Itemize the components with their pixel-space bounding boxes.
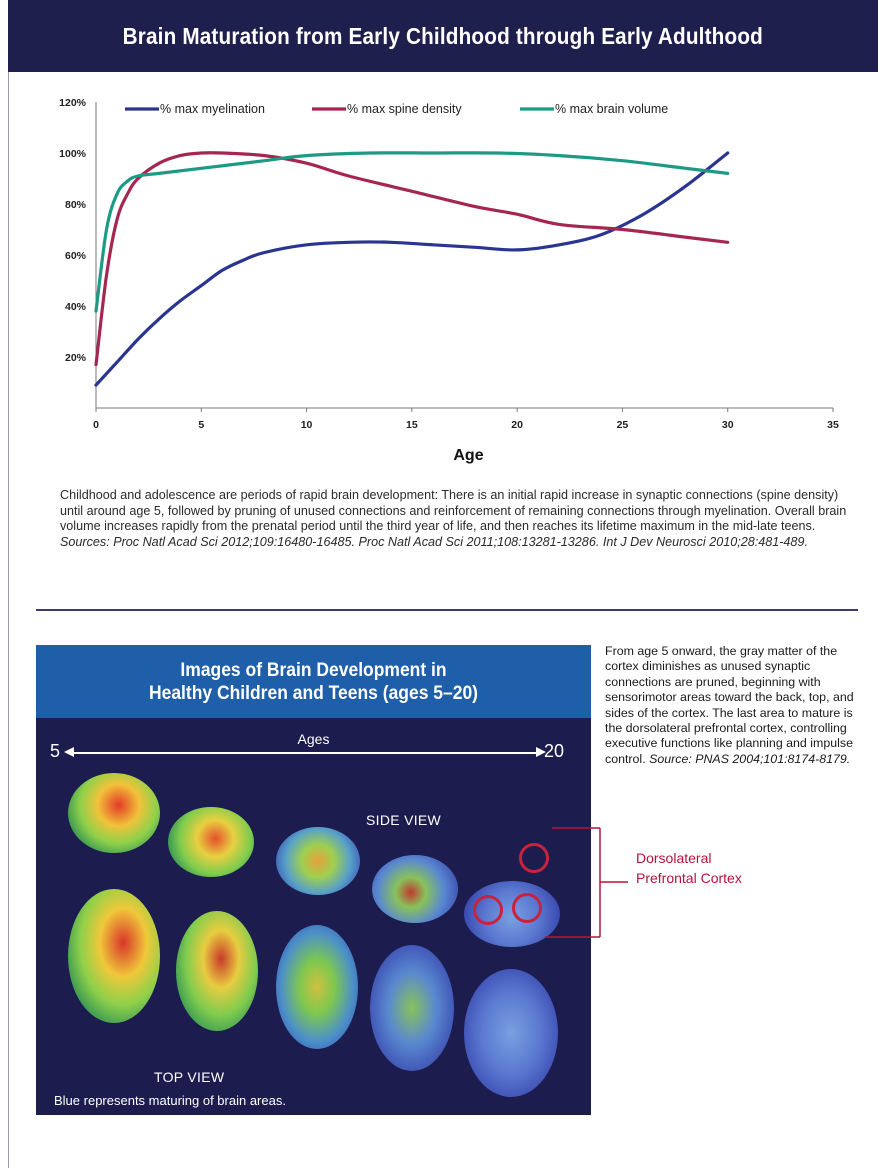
- page-frame: [8, 0, 879, 1168]
- series-line-pct-max-myelination: [94, 151, 730, 387]
- series-line-pct-max-spine-density: [94, 151, 730, 367]
- dlpfc-label: Dorsolateral Prefrontal Cortex: [636, 848, 742, 888]
- panel-title-line1: Images of Brain Development in: [180, 659, 447, 681]
- x-tick-label: 10: [301, 419, 313, 431]
- series-line-pct-max-brain-volume: [94, 151, 730, 313]
- brain-side-age-8: [168, 807, 254, 877]
- dlpfc-marker-side: [519, 843, 549, 873]
- caption-text: Childhood and adolescence are periods of…: [60, 488, 847, 534]
- brain-top-age-14: [370, 945, 454, 1071]
- panel-title-line2: Healthy Children and Teens (ages 5–20): [148, 682, 478, 704]
- x-tick-label: 25: [617, 419, 629, 431]
- x-tick-label: 35: [827, 419, 839, 431]
- age-start-label: 5: [50, 741, 61, 761]
- brain-side-age-14: [372, 855, 458, 923]
- panel-note: Blue represents maturing of brain areas.: [54, 1093, 286, 1108]
- caption-sources: Sources: Proc Natl Acad Sci 2012;109:164…: [60, 534, 808, 549]
- panel-title: Images of Brain Development in Healthy C…: [36, 645, 591, 718]
- age-end-label: 20: [544, 741, 565, 761]
- brain-side-age-5: [68, 773, 160, 853]
- dlpfc-marker-top-left: [473, 895, 503, 925]
- y-tick-label: 120%: [59, 97, 87, 109]
- x-tick-label: 5: [198, 419, 204, 431]
- legend-label-pct-max-spine-density: % max spine density: [347, 102, 462, 116]
- x-tick-label: 15: [406, 419, 418, 431]
- brain-top-age-5: [68, 889, 160, 1023]
- y-tick-label: 40%: [65, 301, 87, 313]
- x-axis-title: Age: [453, 447, 483, 464]
- brain-top-age-11: [276, 925, 358, 1049]
- brain-side-age-11: [276, 827, 360, 895]
- y-tick-label: 60%: [65, 250, 87, 262]
- section-divider: [36, 609, 858, 611]
- y-tick-label: 80%: [65, 199, 87, 211]
- line-chart: 0 5 10 15 20 25 30 35 20% 40% 60% 80% 100% 120% Age % m…: [59, 97, 839, 464]
- ages-label: Ages: [297, 731, 330, 747]
- side-description-text: From age 5 onward, the gray matter of th…: [605, 644, 854, 766]
- age-arrow: [64, 748, 546, 756]
- brain-top-age-8: [176, 911, 258, 1031]
- title-banner: Brain Maturation from Early Childhood th…: [8, 0, 878, 72]
- page-title: Brain Maturation from Early Childhood th…: [122, 22, 764, 49]
- side-view-label: SIDE VIEW: [366, 812, 442, 828]
- brain-top-age-20: [464, 969, 558, 1097]
- legend-label-pct-max-brain-volume: % max brain volume: [555, 102, 668, 116]
- dlpfc-marker-top-right: [512, 893, 542, 923]
- brain-images-panel: Images of Brain Development in Healthy C…: [36, 645, 591, 1115]
- y-tick-label: 20%: [65, 352, 87, 364]
- x-tick-label: 20: [511, 419, 523, 431]
- dlpfc-label-line1: Dorsolateral: [636, 850, 712, 866]
- legend-label-pct-max-myelination: % max myelination: [160, 102, 265, 116]
- chart-caption: Childhood and adolescence are periods of…: [60, 488, 850, 550]
- y-tick-label: 100%: [59, 148, 87, 160]
- x-tick-label: 30: [722, 419, 734, 431]
- side-description: From age 5 onward, the gray matter of th…: [605, 644, 870, 767]
- dlpfc-label-line2: Prefrontal Cortex: [636, 870, 742, 886]
- x-tick-label: 0: [93, 419, 99, 431]
- top-view-label: TOP VIEW: [154, 1069, 225, 1085]
- side-description-source: Source: PNAS 2004;101:8174-8179.: [649, 751, 851, 766]
